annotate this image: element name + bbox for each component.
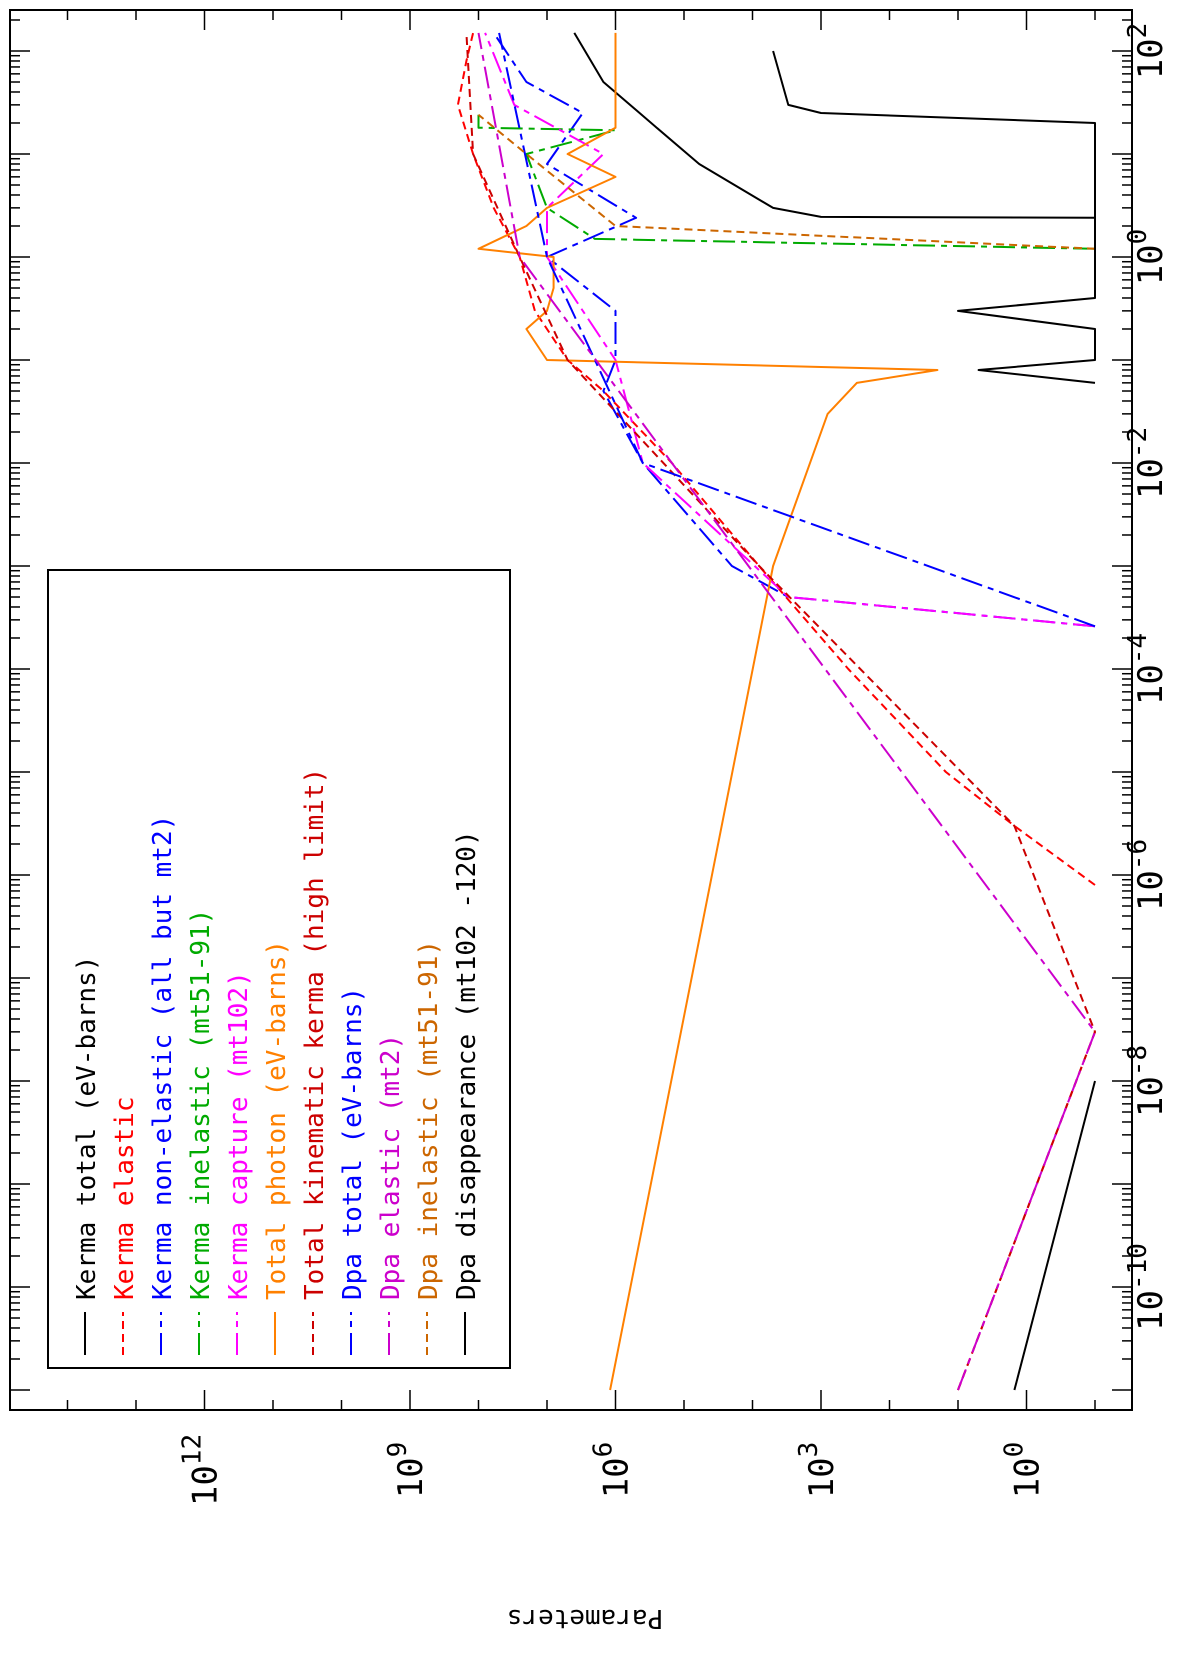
tick-exponent: -4 <box>1123 633 1153 664</box>
legend-label: Dpa inelastic (mt51-91) <box>414 940 444 1300</box>
x-tick-label: 10-4 <box>1123 633 1171 705</box>
tick-base: 10 <box>1131 458 1171 499</box>
x-tick-label-text: 102 <box>1123 23 1171 80</box>
tick-exponent: -6 <box>1123 839 1153 870</box>
series-line <box>477 32 1096 1391</box>
tick-exponent: 2 <box>1123 23 1153 39</box>
legend-label: Kerma non-elastic (all but mt2) <box>148 815 178 1300</box>
tick-base: 10 <box>1131 244 1171 285</box>
axis-ticks <box>10 10 1132 1410</box>
x-tick-label: 102 <box>1123 23 1171 80</box>
y-tick-label: 100 <box>1000 1442 1048 1499</box>
legend-label: Kerma inelastic (mt51-91) <box>186 909 216 1300</box>
x-tick-label: 10-8 <box>1123 1045 1171 1117</box>
y-tick-label: 106 <box>589 1442 637 1499</box>
x-tick-label: 10-2 <box>1123 427 1171 499</box>
x-tick-label-text: 100 <box>1123 229 1171 286</box>
series-line-segment <box>573 32 1096 219</box>
y-tick-label-text: 103 <box>794 1442 842 1499</box>
tick-exponent: -2 <box>1123 427 1153 458</box>
tick-base: 10 <box>391 1457 431 1498</box>
x-tick-label: 10-10 <box>1123 1243 1171 1331</box>
legend-label: Kerma total (eV-barns) <box>72 956 102 1300</box>
legend-label: Total photon (eV-barns) <box>262 940 292 1300</box>
tick-base: 10 <box>1131 1076 1171 1117</box>
y-tick-label: 1012 <box>178 1434 226 1506</box>
tick-exponent: -10 <box>1123 1243 1153 1290</box>
x-tick-label-text: 10-10 <box>1123 1243 1171 1331</box>
tick-base: 10 <box>1131 664 1171 705</box>
tick-base: 10 <box>186 1465 226 1506</box>
x-tick-label-text: 10-2 <box>1123 427 1171 499</box>
legend-label: Kerma elastic <box>110 1097 140 1301</box>
y-tick-label-text: 100 <box>1000 1442 1048 1499</box>
series-line <box>465 32 1096 1391</box>
series-line <box>1013 1080 1096 1391</box>
axis-tick-labels: 10-1010-810-610-410-21001021001031061091… <box>178 23 1172 1506</box>
tick-base: 10 <box>802 1457 842 1498</box>
y-tick-label-text: 106 <box>589 1442 637 1499</box>
x-tick-label: 100 <box>1123 229 1171 286</box>
tick-exponent: 3 <box>794 1442 824 1458</box>
series-line <box>492 32 1096 628</box>
tick-exponent: 9 <box>383 1442 413 1458</box>
tick-exponent: 12 <box>178 1434 208 1465</box>
legend: Kerma total (eV-barns) Kerma elastic Kerma… <box>47 569 511 1369</box>
tick-exponent: 0 <box>1123 229 1153 245</box>
y-tick-label: 109 <box>383 1442 431 1499</box>
legend-label: Dpa total (eV-barns) <box>338 987 368 1300</box>
series-line <box>477 32 939 1391</box>
y-tick-label: 103 <box>794 1442 842 1499</box>
tick-base: 10 <box>597 1457 637 1498</box>
tick-base: 10 <box>1131 1290 1171 1331</box>
x-tick-label-text: 10-8 <box>1123 1045 1171 1117</box>
tick-exponent: 0 <box>1000 1442 1030 1458</box>
legend-label: Kerma capture (mt102) <box>224 971 254 1300</box>
series-line-segment <box>456 32 1096 886</box>
x-tick-label-text: 10-6 <box>1123 839 1171 911</box>
tick-exponent: 6 <box>589 1442 619 1458</box>
series-line <box>772 50 1096 384</box>
series-line <box>477 114 1096 250</box>
legend-label: Dpa elastic (mt2) <box>376 1034 406 1300</box>
tick-base: 10 <box>1131 38 1171 79</box>
tick-base: 10 <box>1008 1457 1048 1498</box>
legend-label: Dpa disappearance (mt102 -120) <box>452 830 482 1300</box>
y-tick-label-text: 109 <box>383 1442 431 1499</box>
legend-box <box>47 569 511 1369</box>
data-series <box>456 32 1096 1391</box>
series-line <box>498 32 1096 628</box>
legend-label: Total kinematic kerma (high limit) <box>300 768 330 1300</box>
y-tick-label-text: 1012 <box>178 1434 226 1506</box>
tick-base: 10 <box>1131 870 1171 911</box>
series-line <box>477 114 1096 250</box>
x-tick-label-text: 10-4 <box>1123 633 1171 705</box>
tick-exponent: -8 <box>1123 1045 1153 1076</box>
x-tick-label: 10-6 <box>1123 839 1171 911</box>
y-axis-label: Parameters <box>507 1603 664 1633</box>
